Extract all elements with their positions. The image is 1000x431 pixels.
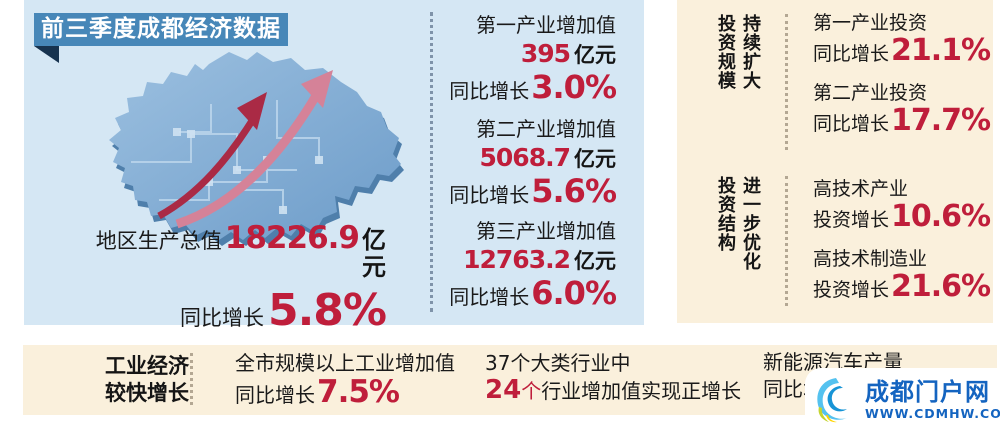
growth-label: 同比增长	[813, 43, 890, 65]
growth-arrow-dark-icon	[157, 92, 267, 220]
investment-scale-vertical-label: 持续扩大 投资规模	[713, 14, 763, 90]
industry-block-secondary: 第二产业增加值 5068.7 亿元 同比增长5.6%	[444, 116, 617, 210]
gdp-block: 地区生产总值18226.9 亿元 同比增长5.8%	[84, 222, 387, 336]
gdp-growth-label: 同比增长	[179, 305, 264, 330]
industry-block-tertiary: 第三产业增加值 12763.2 亿元 同比增长6.0%	[444, 218, 617, 312]
growth-value: 3.0%	[531, 68, 617, 106]
gdp-value-line: 地区生产总值18226.9 亿元	[84, 222, 386, 280]
industry-label: 第二产业增加值	[476, 117, 616, 141]
dotted-divider	[430, 12, 433, 312]
watermark-logo-icon	[817, 377, 847, 422]
vertical-label-line: 投资规模	[715, 14, 736, 90]
stat-label: 全市规模以上工业增加值	[235, 351, 455, 375]
growth-value: 7.5%	[317, 374, 400, 410]
watermark-site-name: 成都门户网	[865, 377, 990, 406]
strip-title: 工业经济 较快增长	[91, 353, 203, 407]
growth-value: 5.6%	[531, 172, 617, 210]
watermark-site-url: WWW.CDMHW.COM	[865, 405, 1000, 421]
investment-label: 高技术产业	[813, 178, 909, 200]
industry-label: 第一产业增加值	[476, 13, 616, 37]
investment-item: 高技术制造业 投资增长21.6%	[813, 246, 991, 304]
gdp-unit: 亿元	[362, 226, 386, 281]
dotted-divider	[785, 14, 788, 150]
gdp-label: 地区生产总值	[95, 229, 222, 253]
growth-value: 21.1%	[891, 33, 991, 68]
growth-value: 6.0%	[531, 274, 617, 312]
growth-arrow-pink-icon	[175, 70, 333, 229]
industry-value: 5068.7	[479, 143, 571, 172]
vertical-label-line: 投资结构	[715, 176, 736, 252]
highlight-unit: 个	[521, 379, 542, 403]
industry-value: 395	[520, 39, 571, 68]
gdp-value: 18226.9	[224, 220, 360, 256]
dotted-divider	[785, 176, 788, 306]
page-title: 前三季度成都经济数据	[34, 13, 288, 46]
investment-item: 第一产业投资 同比增长21.1%	[813, 10, 991, 68]
growth-value: 17.7%	[891, 103, 991, 138]
watermark-text: 成都门户网 WWW.CDMHW.COM	[865, 377, 1000, 421]
growth-label: 同比增长	[449, 183, 530, 207]
growth-label: 投资增长	[813, 209, 890, 231]
strip-title-line: 工业经济	[105, 354, 189, 378]
gdp-growth-line: 同比增长5.8%	[84, 284, 387, 336]
dotted-divider	[190, 353, 193, 405]
investment-panel: 持续扩大 投资规模 第一产业投资 同比增长21.1% 第二产业投资 同比增长17…	[677, 0, 993, 323]
strip-col-industrial-output: 全市规模以上工业增加值 同比增长7.5%	[235, 350, 455, 408]
industry-label: 第三产业增加值	[476, 219, 616, 243]
industry-unit: 亿元	[574, 249, 616, 273]
growth-label: 同比增长	[235, 383, 315, 407]
growth-label: 同比增长	[813, 113, 890, 135]
growth-label: 同比增长	[449, 79, 530, 103]
growth-label: 同比增长	[449, 285, 530, 309]
investment-structure-vertical-label: 进一步优化 投资结构	[713, 176, 763, 271]
stat-label: 37个大类行业中	[485, 351, 631, 375]
investment-item: 高技术产业 投资增长10.6%	[813, 176, 991, 234]
industry-value: 12763.2	[463, 245, 571, 274]
vertical-label-line: 持续扩大	[740, 14, 761, 90]
investment-label: 第一产业投资	[813, 12, 928, 34]
growth-label: 投资增长	[813, 279, 890, 301]
investment-label: 第二产业投资	[813, 82, 928, 104]
growth-value: 10.6%	[891, 199, 991, 234]
investment-item: 第二产业投资 同比增长17.7%	[813, 80, 991, 138]
chengdu-map-graphic	[109, 52, 404, 246]
growth-value: 21.6%	[891, 269, 991, 304]
industry-unit: 亿元	[574, 147, 616, 171]
strip-title-line: 较快增长	[105, 381, 189, 405]
industry-block-primary: 第一产业增加值 395 亿元 同比增长3.0%	[444, 12, 617, 106]
site-watermark: 成都门户网 WWW.CDMHW.COM	[805, 368, 1000, 431]
industry-unit: 亿元	[574, 43, 616, 67]
gdp-growth-value: 5.8%	[267, 284, 387, 336]
stat-text: 行业增加值实现正增长	[541, 379, 742, 403]
map-shape	[109, 52, 401, 240]
highlight-number: 24	[485, 375, 522, 405]
strip-col-positive-industries: 37个大类行业中 24个行业增加值实现正增长	[485, 350, 741, 403]
gdp-panel: 前三季度成都经济数据 地区生产总值18226.9 亿元 同比增长5.8% 第一产业…	[24, 0, 644, 333]
vertical-label-line: 进一步优化	[740, 176, 761, 271]
investment-label: 高技术制造业	[813, 248, 928, 270]
